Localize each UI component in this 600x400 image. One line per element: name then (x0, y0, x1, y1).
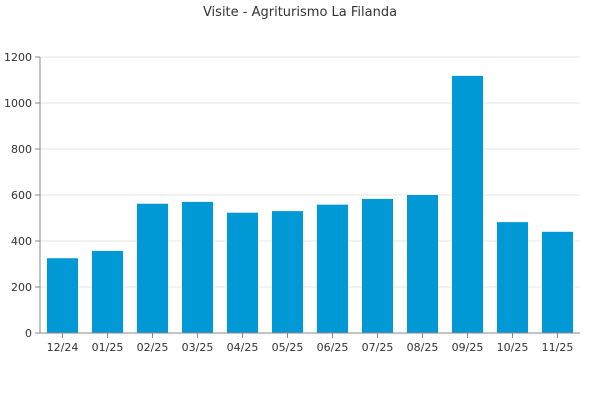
x-tick-label: 11/25 (542, 341, 574, 354)
y-tick-label: 400 (11, 235, 32, 248)
x-tick-label: 10/25 (497, 341, 529, 354)
y-tick-label: 1200 (4, 51, 32, 64)
x-tick-label: 07/25 (362, 341, 394, 354)
y-tick-label: 800 (11, 143, 32, 156)
axes (35, 56, 580, 338)
bar-11-25[interactable] (541, 231, 574, 333)
bar-09-25[interactable] (451, 75, 484, 334)
x-tick-label: 04/25 (227, 341, 259, 354)
x-tick-label: 08/25 (407, 341, 439, 354)
y-tick-label: 200 (11, 281, 32, 294)
y-tick-label: 600 (11, 189, 32, 202)
x-tick-label: 12/24 (47, 341, 79, 354)
x-tick-label: 05/25 (272, 341, 304, 354)
x-tick-label: 02/25 (137, 341, 169, 354)
x-tick-label: 01/25 (92, 341, 124, 354)
x-tick-label: 06/25 (317, 341, 349, 354)
bar-02-25[interactable] (136, 203, 169, 333)
x-tick-label: 09/25 (452, 341, 484, 354)
bar-08-25[interactable] (406, 195, 439, 333)
bar-10-25[interactable] (496, 222, 529, 333)
bar-05-25[interactable] (271, 211, 304, 333)
bar-01-25[interactable] (91, 250, 124, 333)
bar-06-25[interactable] (316, 204, 349, 333)
y-tick-labels: 0 200 400 600 800 1000 1200 (4, 51, 32, 340)
bar-12-24[interactable] (46, 258, 79, 333)
bars (46, 75, 574, 334)
chart-title: Visite - Agriturismo La Filanda (203, 5, 397, 20)
y-tick-label: 1000 (4, 97, 32, 110)
bar-04-25[interactable] (226, 212, 259, 333)
x-tick-label: 03/25 (182, 341, 214, 354)
x-tick-labels: 12/24 01/25 02/25 03/25 04/25 05/25 06/25 07/25… (47, 341, 574, 354)
bar-07-25[interactable] (361, 198, 394, 333)
gridlines (40, 56, 580, 288)
y-tick-label: 0 (25, 327, 32, 340)
bar-03-25[interactable] (181, 201, 214, 333)
